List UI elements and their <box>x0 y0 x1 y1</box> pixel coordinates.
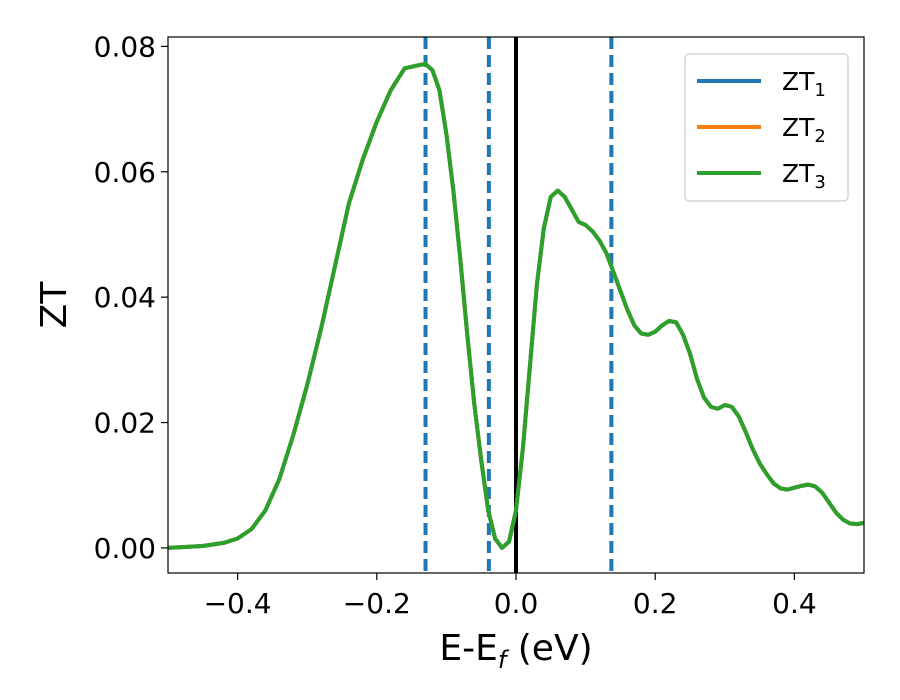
x-axis-ticks: −0.4 −0.2 0.0 0.2 0.4 <box>204 573 817 620</box>
series-line-zt3 <box>168 61 864 550</box>
y-tick-label: 0.02 <box>94 407 156 440</box>
x-tick-label: −0.2 <box>343 587 411 620</box>
x-tick-label: 0.4 <box>772 587 817 620</box>
x-tick-label: 0.2 <box>633 587 678 620</box>
y-tick-label: 0.06 <box>94 156 156 189</box>
legend: ZT1 ZT2 ZT3 <box>684 53 849 202</box>
legend-label-zt1: ZT1 <box>782 67 826 101</box>
series-lines <box>168 61 864 550</box>
x-tick-label: 0.0 <box>494 587 539 620</box>
legend-box <box>684 53 849 202</box>
reference-lines <box>423 37 614 573</box>
y-axis-ticks: 0.00 0.02 0.04 0.06 0.08 <box>94 30 168 565</box>
x-tick-label: −0.4 <box>204 587 272 620</box>
y-tick-label: 0.00 <box>94 532 156 565</box>
y-tick-label: 0.08 <box>94 30 156 63</box>
legend-label-zt3: ZT3 <box>782 159 826 193</box>
y-tick-label: 0.04 <box>94 281 156 314</box>
y-axis-label: ZT <box>34 281 75 329</box>
legend-label-zt2: ZT2 <box>782 113 826 147</box>
x-axis-label: E-Ef (eV) <box>439 628 592 674</box>
